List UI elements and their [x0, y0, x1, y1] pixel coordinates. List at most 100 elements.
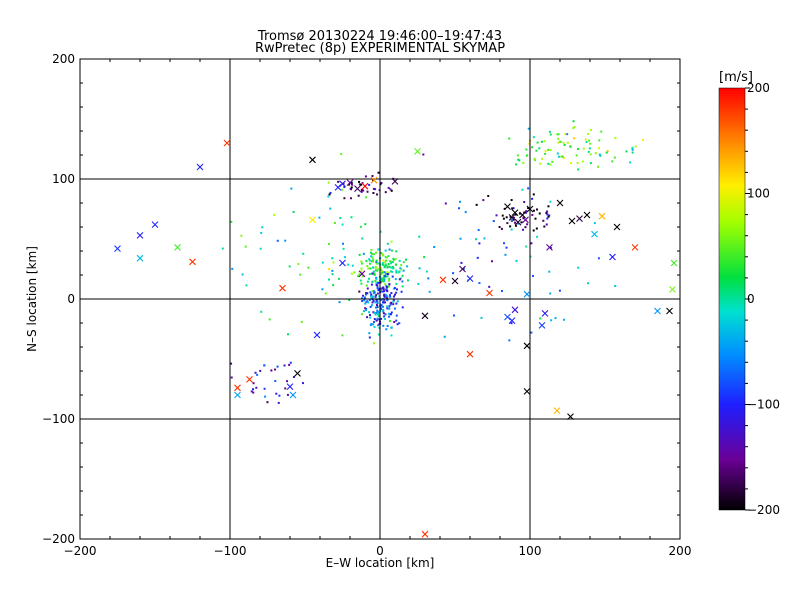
velocity-dot: [391, 270, 394, 273]
velocity-dot: [372, 295, 375, 298]
velocity-dot: [396, 300, 399, 303]
velocity-dot: [549, 133, 552, 136]
velocity-dot: [342, 182, 345, 185]
velocity-dot: [599, 154, 602, 157]
velocity-dot: [383, 261, 386, 264]
velocity-dot: [531, 213, 534, 216]
y-tick-label: 200: [52, 52, 75, 66]
velocity-dot: [374, 280, 377, 283]
velocity-dot: [375, 278, 378, 281]
velocity-dot: [390, 292, 393, 295]
velocity-dot: [535, 149, 538, 152]
velocity-dot: [573, 125, 576, 128]
velocity-dot: [379, 230, 382, 233]
velocity-dot: [396, 323, 399, 326]
velocity-dot: [366, 264, 369, 267]
velocity-dot: [569, 162, 572, 165]
velocity-dot: [631, 148, 634, 151]
velocity-cross: [556, 199, 564, 207]
velocity-dot: [230, 376, 233, 379]
velocity-dot: [388, 315, 391, 318]
velocity-dot: [379, 277, 382, 280]
velocity-dot: [372, 266, 375, 269]
velocity-dot: [488, 285, 491, 288]
velocity-dot: [382, 288, 385, 291]
velocity-dot: [532, 229, 535, 232]
velocity-dot: [266, 401, 269, 404]
velocity-dot: [390, 334, 393, 337]
velocity-dot: [556, 133, 559, 136]
velocity-dot: [274, 368, 277, 371]
velocity-dot: [382, 254, 385, 257]
velocity-dot: [365, 284, 368, 287]
x-tick-label: 100: [519, 544, 542, 558]
velocity-dot: [378, 295, 381, 298]
velocity-dot: [293, 376, 296, 379]
velocity-dot: [342, 242, 345, 245]
velocity-dot: [377, 281, 380, 284]
velocity-dot: [399, 277, 402, 280]
velocity-dot: [547, 215, 550, 218]
velocity-cross: [309, 216, 316, 224]
velocity-dot: [394, 258, 397, 261]
velocity-dot: [614, 136, 617, 139]
velocity-dot: [391, 275, 394, 278]
velocity-dot: [508, 137, 511, 140]
x-tick-label: 0: [376, 544, 384, 558]
velocity-dot: [593, 222, 596, 225]
velocity-dot: [401, 285, 404, 288]
velocity-dot: [359, 279, 362, 282]
velocity-dot: [368, 311, 371, 314]
velocity-dot: [374, 188, 377, 191]
velocity-dot: [377, 314, 380, 317]
velocity-dot: [375, 259, 378, 262]
velocity-dot: [348, 299, 351, 302]
velocity-dots-layer: [221, 120, 645, 404]
velocity-dot: [558, 140, 561, 143]
velocity-dot: [520, 221, 523, 224]
velocity-dot: [356, 275, 359, 278]
velocity-dot: [376, 309, 379, 312]
velocity-dot: [369, 251, 372, 254]
velocity-dot: [366, 287, 369, 290]
velocity-dot: [380, 289, 383, 292]
velocity-dot: [254, 371, 257, 374]
velocity-dot: [458, 200, 461, 203]
velocity-cross: [370, 176, 378, 184]
velocity-dot: [443, 335, 446, 338]
velocity-dot: [526, 223, 529, 226]
velocity-dot: [337, 180, 340, 183]
velocity-dot: [594, 152, 597, 155]
velocity-dot: [375, 294, 378, 297]
velocity-dot: [388, 271, 391, 274]
velocity-crosses-layer: [114, 139, 678, 538]
velocity-dot: [510, 199, 513, 202]
velocity-dot: [386, 299, 389, 302]
velocity-dot: [343, 197, 346, 200]
velocity-dot: [384, 313, 387, 316]
velocity-dot: [365, 292, 368, 295]
velocity-dot: [577, 168, 580, 171]
velocity-cross: [523, 342, 531, 350]
velocity-dot: [504, 253, 507, 256]
y-tick-label: −100: [42, 412, 75, 426]
velocity-dot: [342, 247, 345, 250]
velocity-dot: [534, 217, 537, 220]
velocity-dot: [331, 273, 334, 276]
velocity-dot: [544, 152, 547, 155]
velocity-dot: [297, 263, 300, 266]
velocity-dot: [384, 293, 387, 296]
velocity-dot: [380, 317, 383, 320]
velocity-dot: [369, 314, 372, 317]
velocity-cross: [666, 307, 673, 315]
velocity-dot: [393, 321, 396, 324]
velocity-dot: [527, 187, 530, 190]
velocity-cross: [508, 317, 516, 324]
velocity-cross: [631, 244, 639, 251]
velocity-dot: [376, 292, 379, 295]
velocity-dot: [376, 305, 379, 308]
velocity-dot: [382, 309, 385, 312]
velocity-dot: [327, 195, 330, 198]
velocity-dot: [274, 380, 277, 383]
velocity-dot: [371, 256, 374, 259]
